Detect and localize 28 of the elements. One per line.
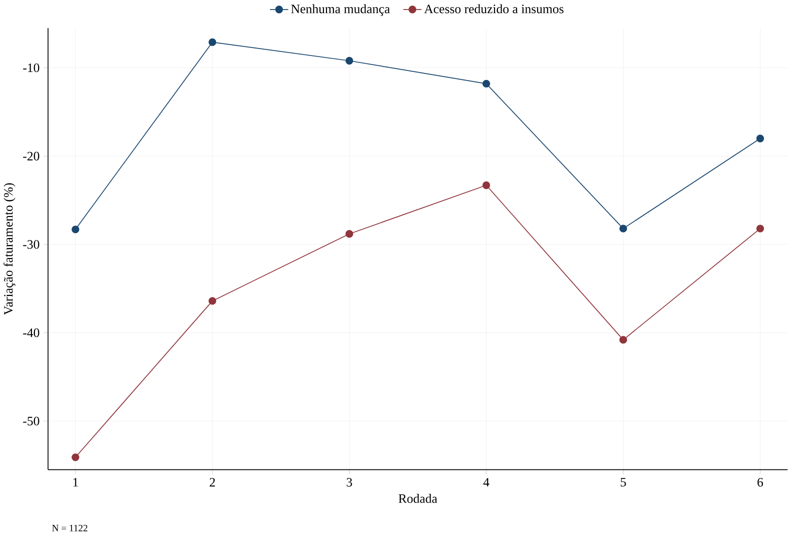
point [756,134,764,142]
legend-label: Acesso reduzido a insumos [424,4,564,14]
x-tick-label: 2 [210,478,215,487]
point [482,182,490,190]
point [482,80,490,88]
x-tick-label: 3 [346,478,352,487]
y-tick-label: -20 [23,152,40,161]
x-tick-label: 5 [620,478,626,487]
y-tick-label: -30 [23,240,40,249]
point [72,454,80,462]
x-tick-label: 6 [758,478,764,487]
point [345,57,354,65]
point [208,297,216,305]
legend-label: Nenhuma mudança [291,4,390,16]
point [345,230,354,238]
point [619,336,628,344]
x-tick-label: 1 [73,478,78,487]
x-axis-title: Rodada [398,494,438,504]
point [72,226,80,234]
point [619,224,628,233]
y-tick-label: -40 [23,328,40,338]
y-tick-label: -10 [23,64,40,72]
y-axis-title: Variação faturamento (%) [4,183,16,315]
point [756,224,764,233]
point [208,38,216,46]
x-tick-label: 4 [483,478,490,487]
text: N = 1122 [52,524,88,532]
y-tick-label: -50 [23,416,40,426]
